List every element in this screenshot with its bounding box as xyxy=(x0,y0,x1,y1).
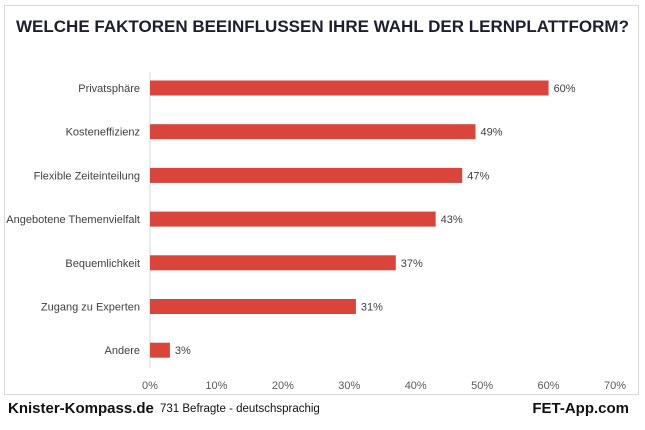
bar xyxy=(150,255,396,271)
footer-middle: 731 Befragte - deutschsprachig xyxy=(160,403,320,415)
category-label: Zugang zu Experten xyxy=(41,302,140,314)
footer-left: Knister-Kompass.de xyxy=(8,400,154,417)
data-label: 47% xyxy=(467,170,489,182)
x-tick-label: 20% xyxy=(272,380,294,392)
x-tick-label: 0% xyxy=(142,380,158,392)
bar xyxy=(150,299,356,314)
footer-right: FET-App.com xyxy=(532,400,629,417)
x-tick-label: 50% xyxy=(471,380,493,392)
x-tick-label: 10% xyxy=(205,380,227,392)
category-label: Andere xyxy=(105,345,140,357)
data-label: 37% xyxy=(401,258,423,270)
data-label: 43% xyxy=(441,214,463,226)
x-tick-label: 40% xyxy=(405,380,427,392)
data-label: 60% xyxy=(554,83,576,95)
x-tick-label: 70% xyxy=(604,380,626,392)
data-label: 49% xyxy=(481,127,503,139)
bar xyxy=(150,167,463,183)
category-label: Kosteneffizienz xyxy=(66,127,140,139)
chart-frame xyxy=(4,5,639,395)
bar xyxy=(150,80,549,96)
category-label: Flexible Zeiteinteilung xyxy=(34,170,140,182)
category-label: Bequemlichkeit xyxy=(65,258,140,270)
x-tick-label: 30% xyxy=(338,380,360,392)
bar xyxy=(150,124,476,140)
x-tick-label: 60% xyxy=(538,380,560,392)
category-label: Angebotene Themenvielfalt xyxy=(6,214,140,226)
data-label: 31% xyxy=(361,302,383,314)
chart-title: WELCHE FAKTOREN BEEINFLUSSEN IHRE WAHL D… xyxy=(16,17,629,36)
bar xyxy=(150,342,170,358)
category-label: Privatsphäre xyxy=(78,83,140,95)
data-label: 3% xyxy=(175,345,191,357)
bar xyxy=(150,211,436,227)
